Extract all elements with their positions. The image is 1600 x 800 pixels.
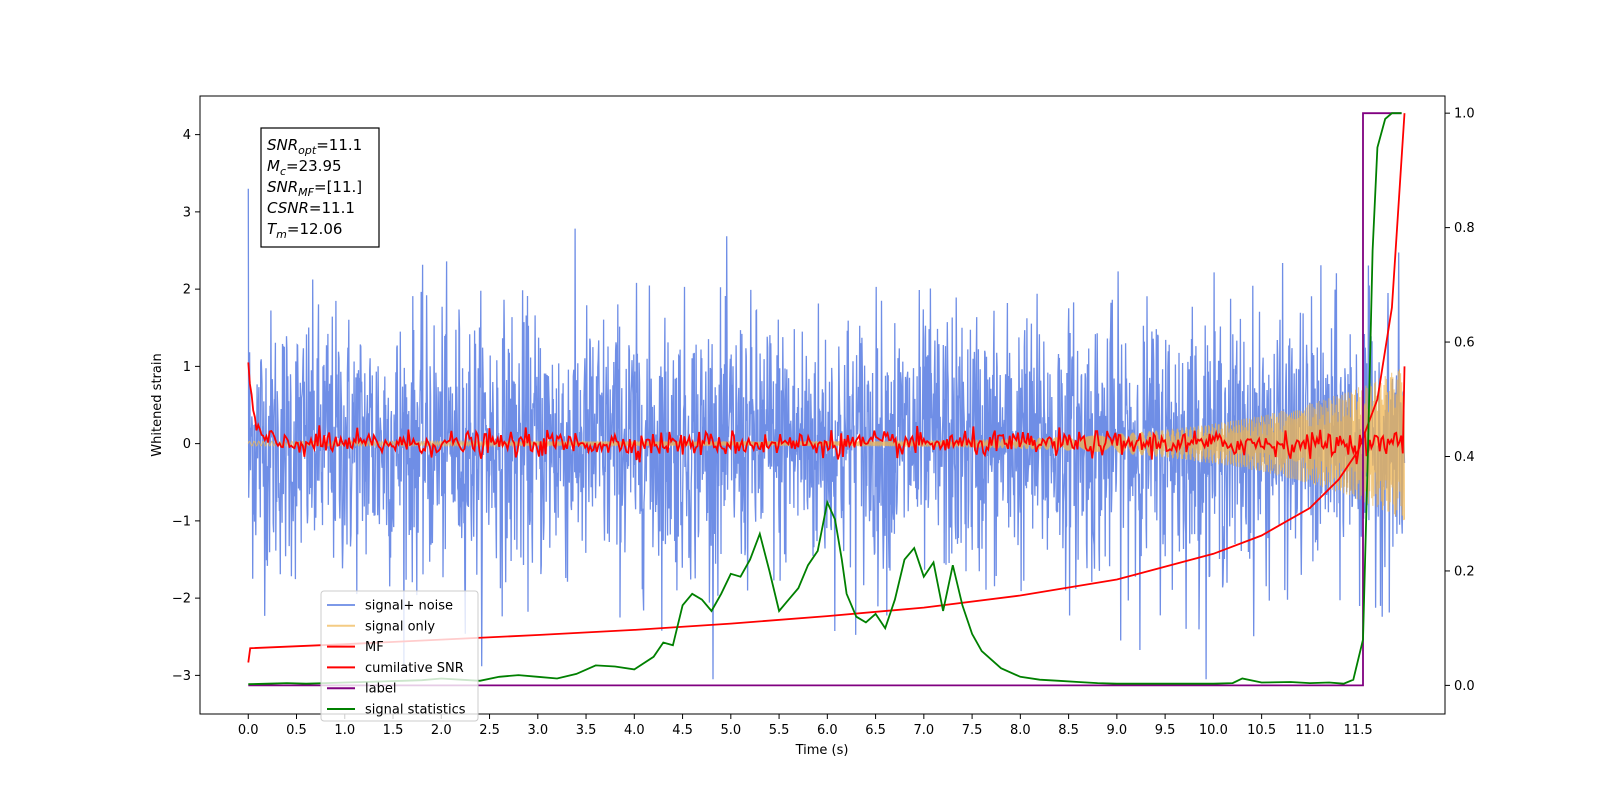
x-tick-label: 6.5 — [865, 723, 886, 738]
annotation-line: SNRMF=[11.] — [267, 178, 362, 199]
y-tick-label: 2 — [183, 283, 191, 298]
legend-label: signal statistics — [365, 703, 466, 718]
x-tick-label: 6.0 — [817, 723, 838, 738]
x-tick-label: 3.5 — [576, 723, 597, 738]
y-tick-label: −3 — [172, 669, 191, 684]
y-tick-label: 3 — [183, 205, 191, 220]
series-signal-noise-line — [247, 188, 1406, 680]
y2-tick-label: 0.8 — [1454, 221, 1475, 236]
y2-tick-label: 0.0 — [1454, 679, 1475, 694]
annotation-frame — [260, 127, 380, 248]
annotation-line: SNRopt=11.1 — [267, 136, 362, 157]
x-tick-label: 5.0 — [720, 723, 741, 738]
y-tick-label: −2 — [172, 592, 191, 607]
legend-label: MF — [365, 640, 384, 655]
legend-label: cumilative SNR — [365, 661, 464, 676]
x-tick-label: 9.5 — [1155, 723, 1176, 738]
y-axis-left: −3 −2 −1 0 1 2 3 4 — [172, 128, 200, 684]
x-tick-label: 4.0 — [624, 723, 645, 738]
x-tick-label: 0.5 — [286, 723, 307, 738]
y2-tick-label: 1.0 — [1454, 107, 1475, 122]
y-axis-right: 0.0 0.2 0.4 0.6 0.8 1.0 — [1445, 107, 1475, 694]
annotation-line: Mc=23.95 — [267, 157, 342, 178]
annotation-line: CSNR=11.1 — [267, 199, 355, 217]
x-tick-label: 8.5 — [1058, 723, 1079, 738]
x-tick-label: 1.5 — [383, 723, 404, 738]
plot-frame — [199, 95, 1446, 715]
x-tick-label: 3.0 — [527, 723, 548, 738]
series-label-line — [248, 112, 1402, 687]
x-tick-label: 7.0 — [913, 723, 934, 738]
series-signal-statistics-line — [248, 112, 1402, 686]
y-tick-label: −1 — [172, 514, 191, 529]
x-tick-label: 4.5 — [672, 723, 693, 738]
legend-label: signal+ noise — [365, 599, 453, 614]
x-tick-label: 1.0 — [334, 723, 355, 738]
x-tick-label: 9.0 — [1107, 723, 1128, 738]
y-axis-label: Whitened strain — [150, 353, 165, 456]
y-tick-label: 1 — [183, 360, 191, 375]
y-tick-label: 0 — [183, 437, 191, 452]
y2-tick-label: 0.2 — [1454, 564, 1475, 579]
y2-tick-label: 0.4 — [1454, 450, 1475, 465]
annotation-line: Tm=12.06 — [267, 220, 342, 241]
y2-tick-label: 0.6 — [1454, 336, 1475, 351]
legend: signal+ noise signal only MF cumilative SNR… — [320, 590, 479, 722]
x-tick-label: 11.5 — [1344, 723, 1373, 738]
legend-label: label — [365, 682, 396, 697]
x-tick-label: 8.0 — [1010, 723, 1031, 738]
y-tick-label: 4 — [183, 128, 191, 143]
x-tick-label: 5.5 — [769, 723, 790, 738]
x-tick-label: 2.5 — [479, 723, 500, 738]
x-tick-label: 11.0 — [1295, 723, 1324, 738]
x-axis: 0.0 0.5 1.0 1.5 2.0 2.5 3.0 3.5 4.0 4.5 5.0 5.5 6.0 6… — [238, 714, 1373, 738]
x-tick-label: 10.0 — [1199, 723, 1228, 738]
legend-label: signal only — [365, 619, 435, 634]
x-axis-label: Time (s) — [795, 743, 849, 758]
x-tick-label: 2.0 — [431, 723, 452, 738]
x-tick-label: 0.0 — [238, 723, 259, 738]
x-tick-label: 7.5 — [962, 723, 983, 738]
x-tick-label: 10.5 — [1247, 723, 1276, 738]
legend-frame — [320, 590, 479, 722]
series-mf-line — [247, 362, 1406, 465]
